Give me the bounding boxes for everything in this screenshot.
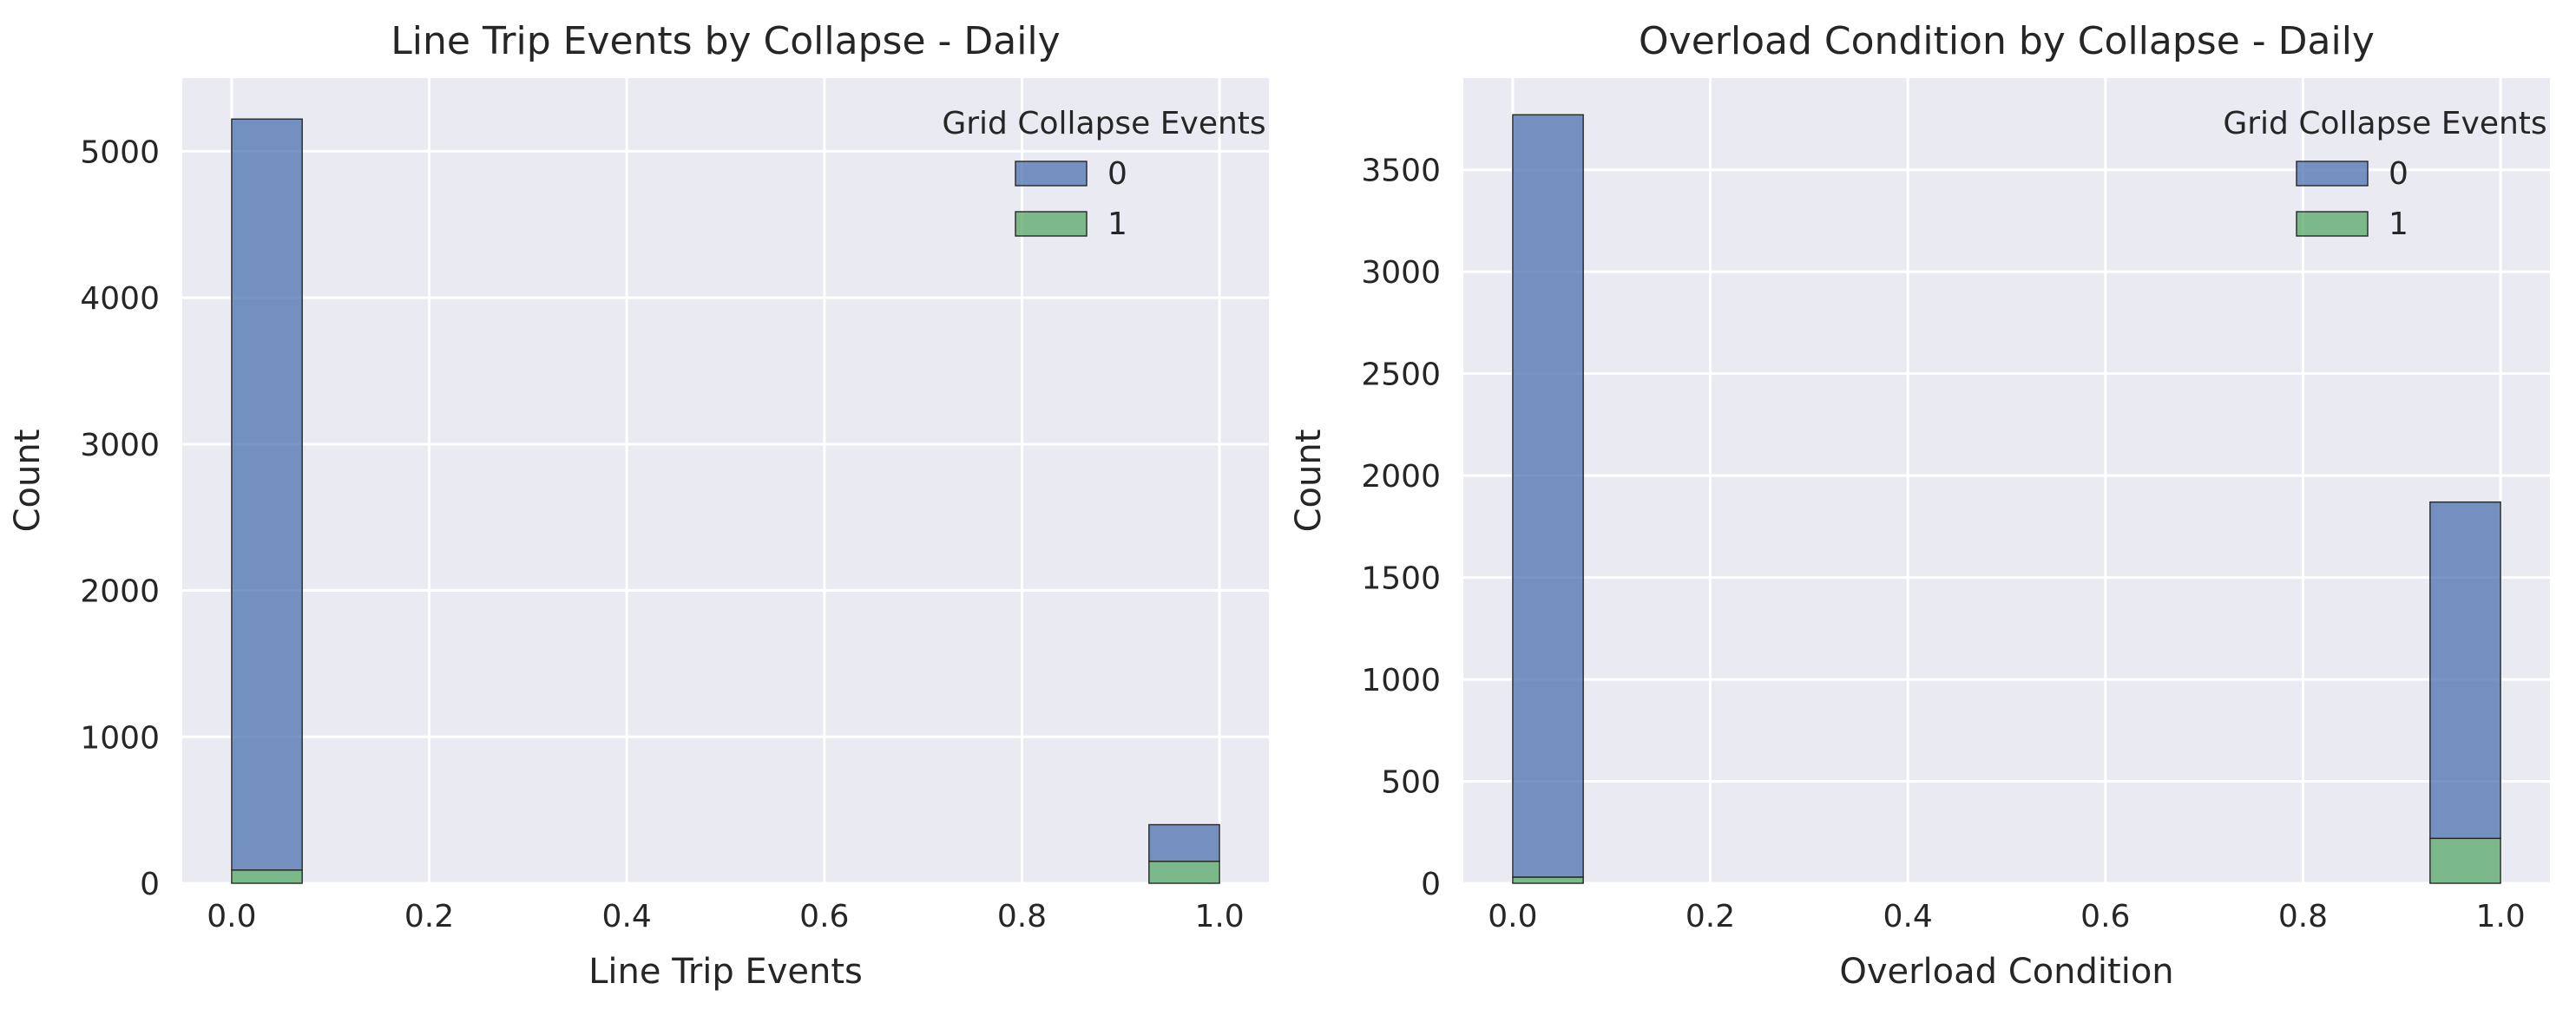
x-tick-label: 0.4 <box>1883 899 1933 934</box>
plot-area <box>182 78 1269 883</box>
bar-series-1-bin-1 <box>2429 837 2501 884</box>
legend-label: 1 <box>1107 206 1127 242</box>
bar-series-0-bin-0 <box>1512 114 1584 878</box>
chart-0: 0.0 0.2 0.4 0.6 0.8 1.0 0 1000 2000 3000 4000 5000 L… <box>8 19 1269 992</box>
bar-series-0-bin-0 <box>231 118 303 871</box>
bar-series-1-bin-1 <box>1148 860 1220 884</box>
legend: Grid Collapse Events 0 1 <box>2223 106 2546 242</box>
legend-title: Grid Collapse Events <box>2223 106 2546 141</box>
x-tick-label: 1.0 <box>2475 899 2525 934</box>
chart-title: Overload Condition by Collapse - Daily <box>1639 19 2375 63</box>
y-tick-label: 1500 <box>1361 561 1441 597</box>
bar-series-1-bin-0 <box>1512 876 1584 884</box>
bar-series-0-bin-1 <box>1148 823 1220 862</box>
y-tick-label: 4000 <box>80 281 160 317</box>
y-tick-label: 3000 <box>1361 255 1441 291</box>
chart-1: 0.0 0.2 0.4 0.6 0.8 1.0 0 500 1000 1500 2000 2500 30… <box>1289 19 2550 992</box>
bar-series-1-bin-0 <box>231 869 303 884</box>
y-tick-label: 1000 <box>1361 663 1441 698</box>
y-axis-label: Count <box>8 429 48 533</box>
x-axis-label: Line Trip Events <box>588 952 863 992</box>
legend-label: 1 <box>2389 206 2408 242</box>
legend-swatch-0 <box>2296 161 2369 187</box>
y-tick-label: 3000 <box>80 428 160 463</box>
legend-title: Grid Collapse Events <box>942 106 1265 141</box>
y-axis-label: Count <box>1289 429 1329 533</box>
legend-label: 0 <box>2389 156 2408 192</box>
legend-swatch-1 <box>1015 211 1088 237</box>
x-tick-label: 1.0 <box>1194 899 1244 934</box>
x-axis-label: Overload Condition <box>1839 952 2173 992</box>
x-tick-label: 0.0 <box>207 899 256 934</box>
x-tick-label: 0.8 <box>2278 899 2328 934</box>
legend: Grid Collapse Events 0 1 <box>942 106 1265 242</box>
y-tick-label: 1000 <box>80 720 160 756</box>
legend-swatch-0 <box>1015 161 1088 187</box>
x-tick-label: 0.6 <box>799 899 849 934</box>
y-tick-label: 5000 <box>80 134 160 170</box>
x-tick-label: 0.2 <box>1686 899 1735 934</box>
x-tick-label: 0.2 <box>404 899 454 934</box>
y-tick-label: 2000 <box>1361 459 1441 495</box>
y-tick-label: 0 <box>140 867 160 902</box>
legend-swatch-1 <box>2296 211 2369 237</box>
x-tick-label: 0.6 <box>2080 899 2130 934</box>
y-tick-label: 0 <box>1421 867 1441 902</box>
legend-label: 0 <box>1107 156 1127 192</box>
x-tick-label: 0.4 <box>602 899 652 934</box>
y-tick-label: 3500 <box>1361 154 1441 189</box>
chart-title: Line Trip Events by Collapse - Daily <box>391 19 1060 63</box>
x-tick-label: 0.0 <box>1488 899 1537 934</box>
y-tick-label: 500 <box>1381 765 1441 801</box>
bar-series-0-bin-1 <box>2429 501 2501 840</box>
y-tick-label: 2500 <box>1361 357 1441 393</box>
x-tick-label: 0.8 <box>997 899 1047 934</box>
plot-area <box>1463 78 2550 883</box>
y-tick-label: 2000 <box>80 574 160 610</box>
